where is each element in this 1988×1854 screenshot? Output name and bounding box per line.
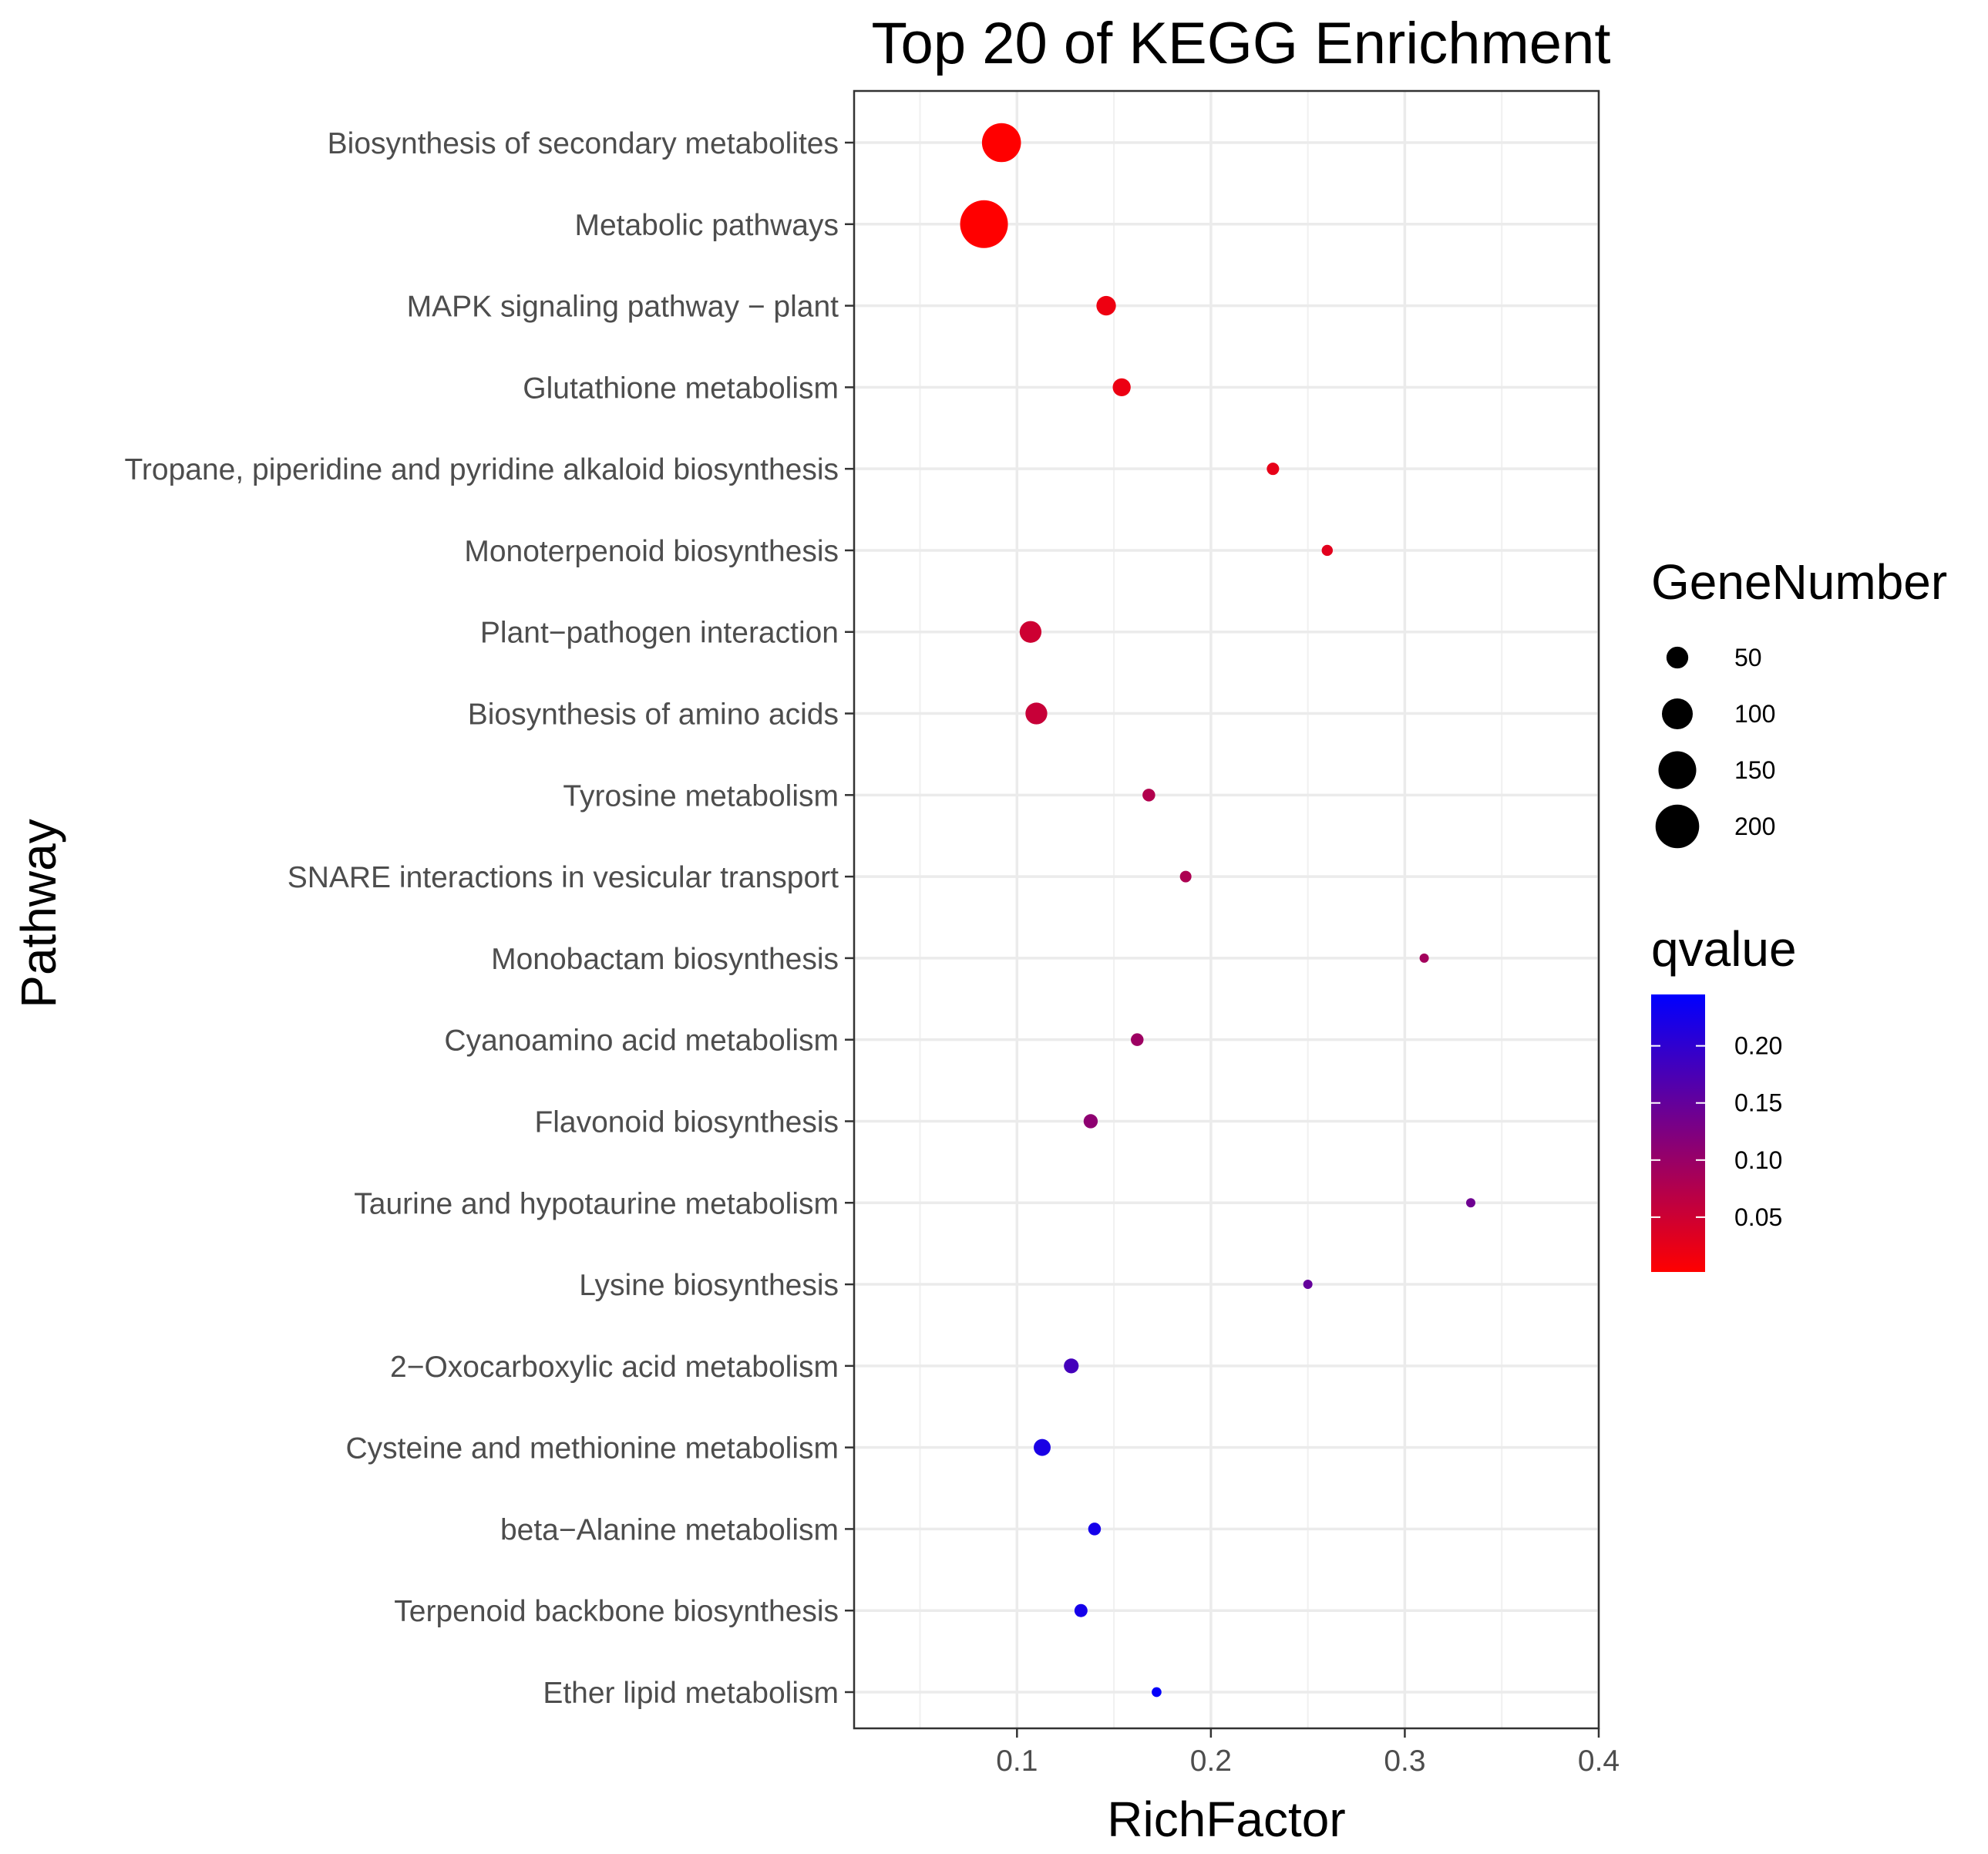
y-tick-label: Glutathione metabolism — [523, 372, 839, 405]
data-point — [1179, 870, 1192, 883]
grid-layer — [854, 91, 1600, 1728]
size-legend: GeneNumber 50 100 150 200 — [1651, 554, 1947, 849]
data-point — [1266, 463, 1280, 476]
y-tick-label: Terpenoid backbone biosynthesis — [394, 1595, 839, 1628]
x-axis-title: RichFactor — [1107, 1792, 1345, 1847]
y-tick-label: Metabolic pathways — [574, 209, 839, 242]
y-tick-label: SNARE interactions in vesicular transpor… — [288, 861, 839, 894]
data-point — [1074, 1603, 1088, 1617]
y-tick-label: Taurine and hypotaurine metabolism — [354, 1187, 839, 1220]
y-axis-title: Pathway — [11, 819, 66, 1008]
y-tick-label: Biosynthesis of secondary metabolites — [328, 127, 839, 160]
x-axis: 0.1 0.2 0.3 0.4 — [996, 1728, 1620, 1778]
y-tick-label: Monobactam biosynthesis — [491, 943, 839, 976]
data-point — [1131, 1033, 1144, 1046]
y-tick-label: Tyrosine metabolism — [563, 779, 839, 813]
y-tick-label: Lysine biosynthesis — [579, 1269, 839, 1302]
size-legend-label: 200 — [1734, 813, 1775, 840]
x-tick-label: 0.2 — [1190, 1745, 1232, 1778]
y-tick-label: Monoterpenoid biosynthesis — [464, 535, 839, 568]
colorbar-tick-label: 0.15 — [1734, 1089, 1782, 1117]
colorbar-tick-label: 0.05 — [1734, 1203, 1782, 1231]
data-point — [1034, 1438, 1051, 1456]
data-point — [1025, 702, 1048, 725]
data-point — [1112, 378, 1131, 397]
points-layer — [960, 123, 1475, 1698]
data-point — [1303, 1280, 1313, 1290]
data-point — [1419, 953, 1429, 963]
data-point — [1083, 1114, 1098, 1129]
size-legend-key — [1658, 751, 1697, 789]
data-point — [981, 123, 1021, 163]
data-point — [1096, 295, 1116, 316]
data-point — [1064, 1358, 1079, 1374]
y-tick-label: Cyanoamino acid metabolism — [444, 1025, 839, 1058]
y-tick-label: Ether lipid metabolism — [543, 1677, 839, 1710]
y-tick-label: Biosynthesis of amino acids — [468, 698, 839, 732]
y-tick-label: MAPK signaling pathway − plant — [407, 291, 839, 324]
plot-frame — [853, 89, 1600, 1730]
plot-background — [854, 91, 1599, 1728]
size-legend-key — [1661, 698, 1694, 730]
y-tick-label: Flavonoid biosynthesis — [534, 1105, 839, 1139]
y-tick-label: Tropane, piperidine and pyridine alkaloi… — [125, 453, 839, 486]
color-legend: qvalue 0.05 0.10 0.15 0.20 — [1651, 921, 1797, 1272]
size-legend-label: 150 — [1734, 756, 1775, 784]
y-tick-label: 2−Oxocarboxylic acid metabolism — [390, 1351, 839, 1384]
colorbar-tick-label: 0.10 — [1734, 1146, 1782, 1174]
data-point — [1321, 544, 1334, 557]
x-tick-label: 0.4 — [1578, 1745, 1620, 1778]
size-legend-label: 50 — [1734, 644, 1762, 671]
qvalue-colorbar — [1651, 994, 1705, 1272]
data-point — [960, 200, 1008, 248]
size-legend-key — [1666, 646, 1689, 669]
color-legend-title: qvalue — [1651, 921, 1797, 977]
y-axis: Biosynthesis of secondary metabolites Met… — [125, 127, 854, 1710]
data-point — [1019, 621, 1042, 643]
size-legend-key — [1655, 804, 1700, 849]
chart-title: Top 20 of KEGG Enrichment — [872, 11, 1611, 76]
x-tick-label: 0.3 — [1384, 1745, 1425, 1778]
colorbar-tick-label: 0.20 — [1734, 1032, 1782, 1060]
data-point — [1152, 1687, 1162, 1698]
data-point — [1088, 1523, 1102, 1536]
size-legend-title: GeneNumber — [1651, 554, 1947, 610]
data-point — [1465, 1198, 1475, 1208]
y-tick-label: Plant−pathogen interaction — [480, 617, 839, 650]
x-tick-label: 0.1 — [996, 1745, 1038, 1778]
size-legend-label: 100 — [1734, 700, 1775, 728]
data-point — [1142, 789, 1155, 802]
y-tick-label: Cysteine and methionine metabolism — [345, 1432, 839, 1465]
y-tick-label: beta−Alanine metabolism — [500, 1513, 839, 1546]
